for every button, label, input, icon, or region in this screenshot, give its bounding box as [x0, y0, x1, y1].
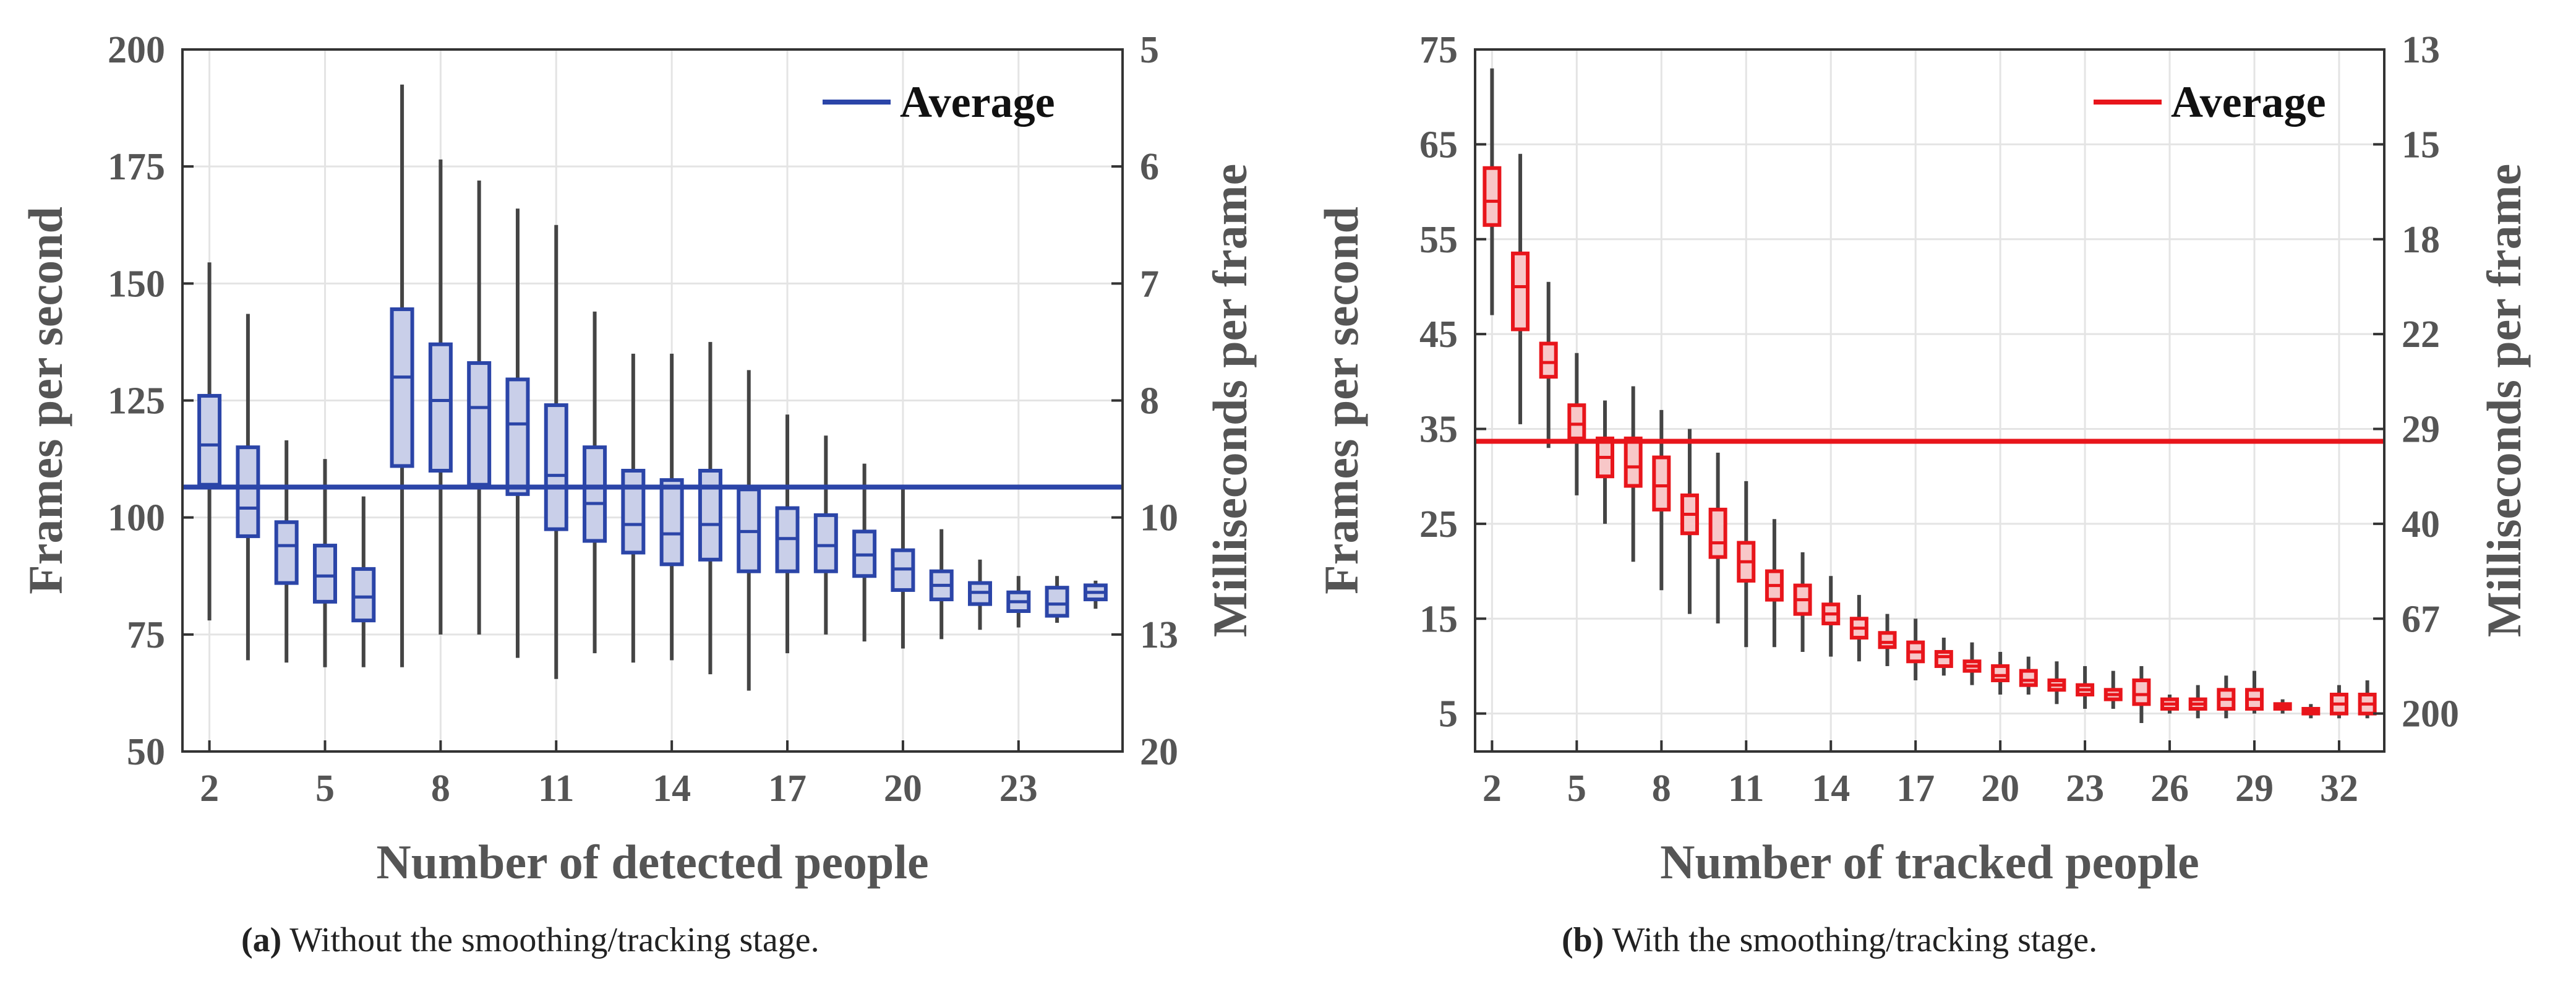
a-box-x5: [312, 544, 337, 604]
b-box-x4: [1539, 341, 1558, 379]
a-box-x12: [583, 445, 607, 543]
a-y2tick-label: 13: [1140, 614, 1178, 656]
a-box-x7: [390, 307, 414, 468]
b-ytick-label: 65: [1419, 124, 1458, 166]
a-ylabel: Frames per second: [19, 207, 72, 594]
a-ytick-label: 100: [108, 497, 165, 539]
b-xtick-label: 32: [2320, 768, 2358, 810]
a-y2label: Milliseconds per frame: [1203, 164, 1257, 637]
b-box-x20: [1991, 664, 2010, 682]
a-xtick-label: 5: [315, 768, 335, 810]
a-box-x4: [274, 520, 299, 585]
b-box-x18: [1934, 649, 1953, 668]
a-box-x10: [505, 377, 530, 496]
caption-b-text: With the smoothing/tracking stage.: [1612, 921, 2098, 959]
b-xtick-label: 11: [1728, 768, 1765, 810]
b-box-x3: [1511, 251, 1530, 332]
a-box-x3: [236, 445, 260, 538]
b-y2tick-label: 13: [2402, 29, 2440, 71]
b-xtick-label: 5: [1567, 768, 1586, 810]
b-box-x10: [1708, 507, 1727, 559]
b-xtick-label: 29: [2235, 768, 2274, 810]
caption-a-label: (a): [241, 921, 282, 959]
b-box-x21: [2019, 669, 2038, 687]
b-y2tick-label: 200: [2402, 693, 2459, 735]
panel-a-chart: 50 20 75 13 100 10 125 8 150 7 175 6 200 5 2 5 8 11 14 17 20…: [19, 29, 1257, 889]
b-box-x2: [1483, 166, 1502, 227]
b-ylabel: Frames per second: [1314, 207, 1368, 594]
a-box-x8: [428, 342, 453, 473]
a-y2tick-label: 10: [1140, 497, 1178, 539]
b-ytick-label: 55: [1419, 219, 1458, 261]
a-box-x13: [621, 469, 646, 555]
a-box-x11: [544, 403, 568, 531]
b-box-x7: [1624, 436, 1643, 488]
a-box-x24: [1045, 586, 1069, 618]
a-y2tick-label: 7: [1140, 263, 1159, 305]
a-ytick-label: 75: [127, 614, 165, 656]
caption-a-text: Without the smoothing/tracking stage.: [289, 921, 819, 959]
a-ytick-label: 175: [108, 146, 165, 188]
b-xlabel: Number of tracked people: [1660, 835, 2199, 889]
a-legend-label: Average: [900, 77, 1055, 127]
a-box-x18: [813, 513, 838, 573]
b-y2tick-label: 22: [2402, 314, 2440, 356]
a-xtick-label: 17: [768, 768, 807, 810]
a-xtick-label: 20: [884, 768, 922, 810]
b-xtick-label: 17: [1896, 768, 1935, 810]
b-ytick-label: 15: [1419, 598, 1458, 640]
b-ytick-label: 5: [1439, 693, 1458, 735]
a-y2tick-label: 20: [1140, 731, 1178, 773]
a-xtick-label: 23: [999, 768, 1038, 810]
a-box-x2: [197, 393, 222, 487]
a-box-x9: [467, 361, 492, 487]
b-box-x5: [1567, 403, 1586, 440]
caption-b: (b) With the smoothing/tracking stage.: [1562, 920, 2097, 960]
b-y2tick-label: 67: [2402, 598, 2440, 640]
b-xtick-label: 20: [1981, 768, 2019, 810]
a-xtick-label: 11: [538, 768, 575, 810]
b-box-x16: [1878, 631, 1897, 649]
b-y2tick-label: 18: [2402, 219, 2440, 261]
a-ytick-label: 150: [108, 263, 165, 305]
b-ytick-label: 75: [1419, 29, 1458, 71]
a-y2tick-label: 8: [1140, 380, 1159, 422]
a-xlabel: Number of detected people: [376, 835, 928, 889]
b-box-x8: [1652, 455, 1671, 512]
a-y2tick-label: 6: [1140, 146, 1159, 188]
b-y2tick-label: 15: [2402, 124, 2440, 166]
a-ytick-label: 50: [127, 731, 165, 773]
b-ytick-label: 45: [1419, 314, 1458, 356]
a-box-x6: [351, 567, 376, 623]
b-ytick-label: 25: [1419, 503, 1458, 546]
b-box-x25: [2132, 678, 2151, 706]
b-plot-frame: [1474, 48, 2386, 753]
b-xtick-label: 2: [1483, 768, 1502, 810]
b-y2label: Milliseconds per frame: [2477, 164, 2531, 637]
caption-a: (a) Without the smoothing/tracking stage…: [241, 920, 819, 960]
a-xtick-label: 8: [431, 768, 450, 810]
b-xtick-label: 26: [2150, 768, 2189, 810]
a-box-x15: [698, 469, 722, 562]
a-y2tick-label: 5: [1140, 29, 1159, 71]
b-y2tick-label: 29: [2402, 409, 2440, 451]
a-ytick-label: 200: [108, 29, 165, 71]
a-xtick-label: 14: [653, 768, 691, 810]
b-y2tick-label: 40: [2402, 503, 2440, 546]
a-ytick-label: 125: [108, 380, 165, 422]
a-box-x14: [659, 478, 684, 567]
b-ytick-label: 35: [1419, 409, 1458, 451]
b-xtick-label: 8: [1652, 768, 1671, 810]
a-xtick-label: 2: [200, 768, 219, 810]
b-xtick-label: 14: [1812, 768, 1850, 810]
caption-b-label: (b): [1562, 921, 1604, 959]
b-xtick-label: 23: [2066, 768, 2104, 810]
b-legend-label: Average: [2171, 77, 2326, 127]
